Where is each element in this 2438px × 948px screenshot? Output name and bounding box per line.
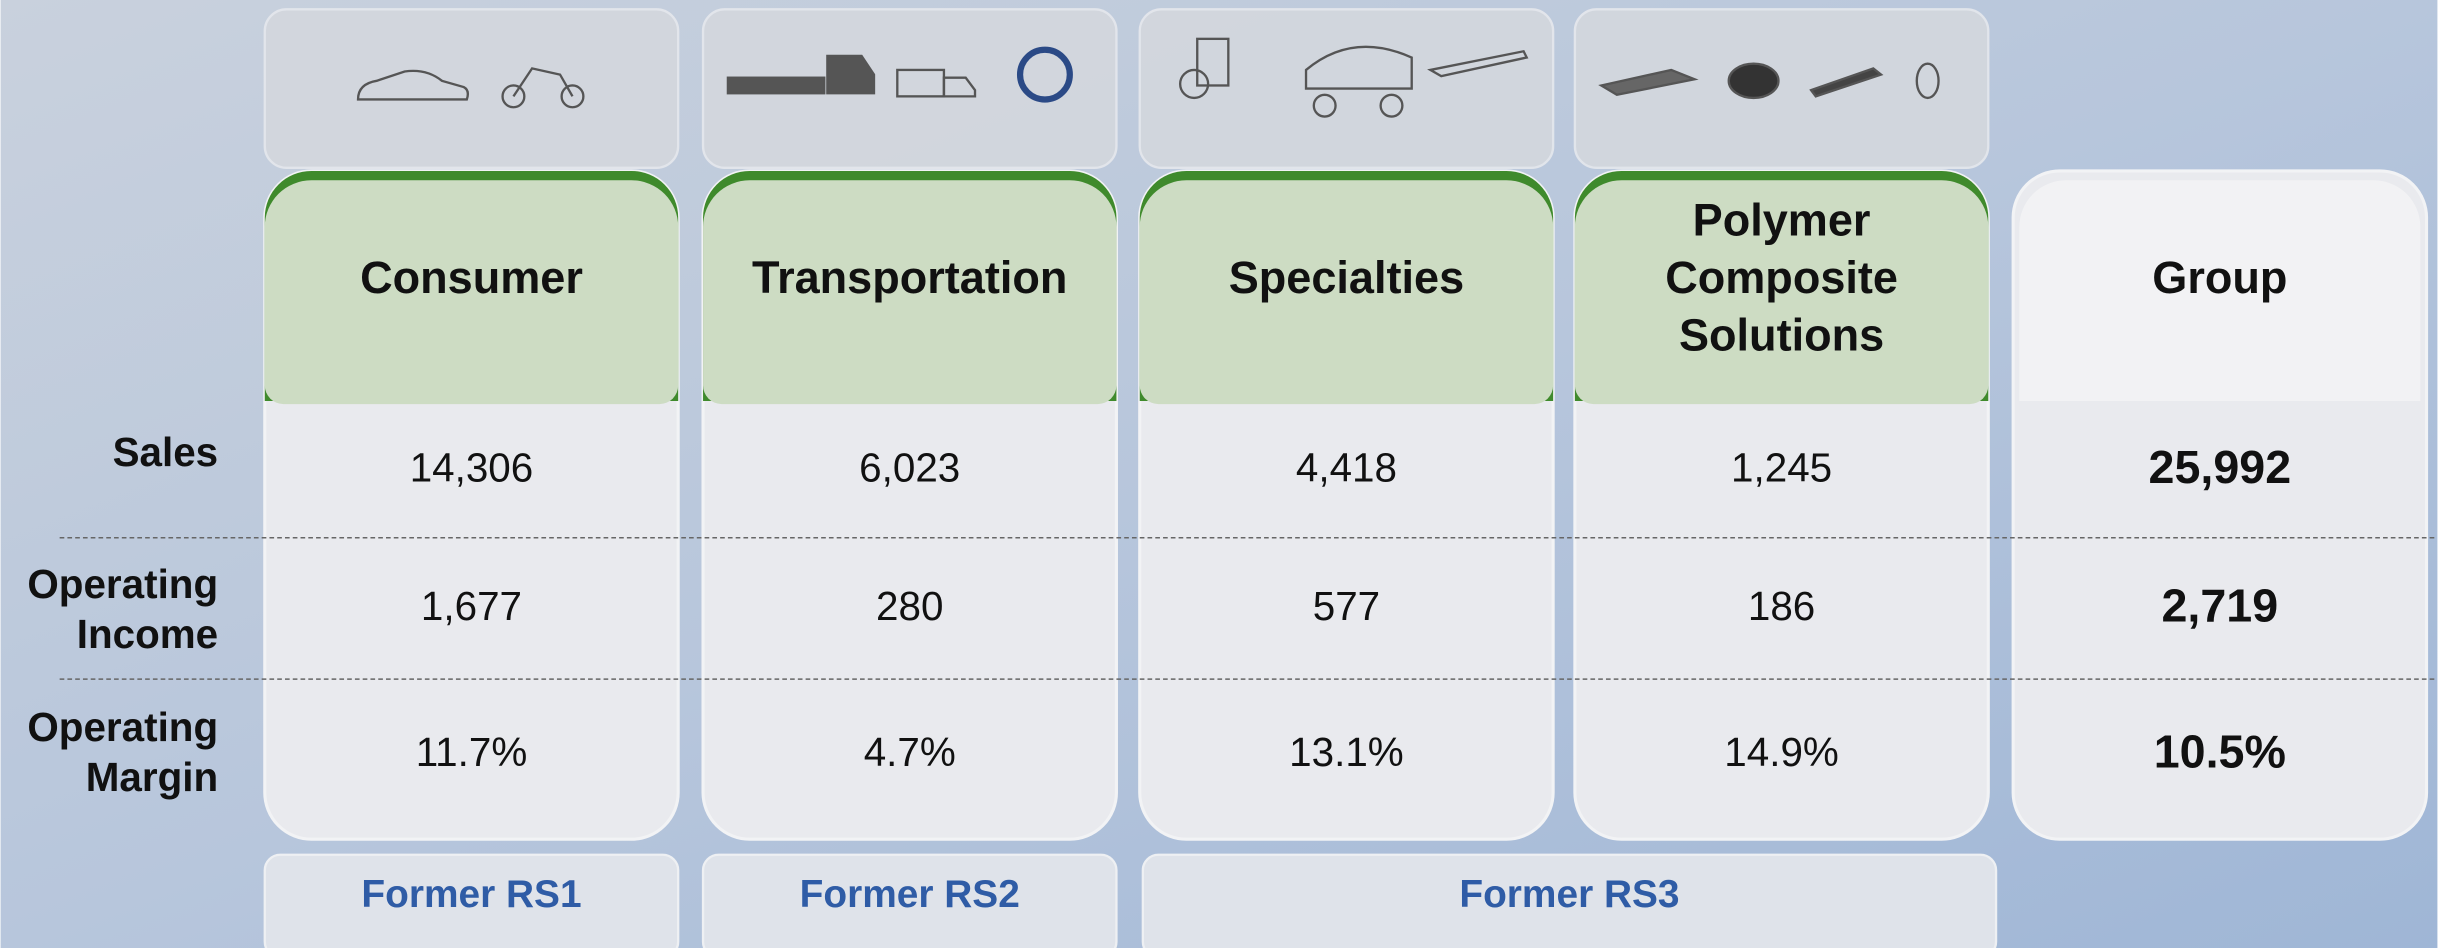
cell-value: 186 bbox=[1748, 583, 1815, 629]
cell-value: 1,677 bbox=[421, 583, 522, 629]
dumper-icon bbox=[1379, 93, 1404, 118]
group-box bbox=[701, 853, 1118, 948]
cell-value: 4.7% bbox=[864, 729, 956, 775]
cell-value: 4,418 bbox=[1296, 445, 1397, 491]
group-label: Former RS2 bbox=[800, 873, 1020, 916]
composite-icon bbox=[1915, 62, 1940, 100]
cell-value: 14,306 bbox=[410, 445, 534, 491]
group-box bbox=[263, 853, 680, 948]
moto-icon bbox=[560, 84, 585, 109]
composite-icon bbox=[1809, 67, 1884, 98]
column-header: Consumer bbox=[360, 252, 583, 303]
dumper-icon bbox=[1312, 93, 1337, 118]
cell-value: 577 bbox=[1313, 583, 1380, 629]
moto-icon bbox=[501, 84, 526, 109]
composite-icon bbox=[1727, 62, 1780, 100]
header-bg bbox=[1139, 180, 1554, 405]
cell-value: 6,023 bbox=[859, 445, 960, 491]
header-bg bbox=[1574, 180, 1989, 405]
row-label: Operating bbox=[27, 704, 218, 750]
row-label: Sales bbox=[113, 429, 219, 475]
group-label: Former RS3 bbox=[1459, 873, 1679, 916]
content: Consumer 14,306 1,677 11.7% Transportation 6,… bbox=[27, 195, 2438, 948]
column-header: Composite bbox=[1665, 252, 1898, 303]
cell-value: 25,992 bbox=[2149, 441, 2292, 493]
tire-icon bbox=[1016, 46, 1073, 103]
cell-value: 13.1% bbox=[1289, 729, 1404, 775]
cards bbox=[263, 8, 2429, 841]
dumper-icon bbox=[1304, 45, 1413, 90]
row-label: Margin bbox=[86, 754, 218, 800]
cell-value: 14.9% bbox=[1724, 729, 1839, 775]
icon-box bbox=[701, 8, 1118, 170]
row-label: Operating bbox=[27, 561, 218, 607]
icon-box bbox=[263, 8, 680, 170]
column-header: Solutions bbox=[1679, 310, 1884, 361]
cell-value: 280 bbox=[876, 583, 943, 629]
cell-value: 2,719 bbox=[2162, 580, 2279, 632]
lorry-icon bbox=[942, 76, 977, 98]
icons bbox=[356, 37, 1940, 118]
car-icon bbox=[356, 69, 470, 101]
cell-value: 10.5% bbox=[2154, 726, 2286, 778]
header-bg bbox=[2019, 180, 2421, 401]
plane-icon bbox=[1427, 49, 1529, 78]
moto-icon bbox=[512, 67, 574, 98]
column-header: Group bbox=[2152, 252, 2287, 303]
column-header: Transportation bbox=[752, 252, 1067, 303]
cell-value: 1,245 bbox=[1731, 445, 1832, 491]
truck-icon bbox=[826, 54, 876, 95]
composite-icon bbox=[1598, 68, 1699, 97]
header-bg bbox=[703, 180, 1117, 405]
tractor-icon bbox=[1196, 37, 1230, 87]
header-bg bbox=[264, 180, 679, 405]
group-label: Former RS1 bbox=[361, 873, 581, 916]
tractor-icon bbox=[1178, 68, 1210, 100]
column-header: Polymer bbox=[1693, 195, 1871, 246]
group-box bbox=[1141, 853, 1998, 948]
icon-box bbox=[1573, 8, 1990, 170]
cell-value: 11.7% bbox=[416, 729, 528, 775]
column-header: Specialties bbox=[1229, 252, 1464, 303]
truck-icon bbox=[726, 76, 826, 95]
row-label: Income bbox=[77, 611, 218, 657]
